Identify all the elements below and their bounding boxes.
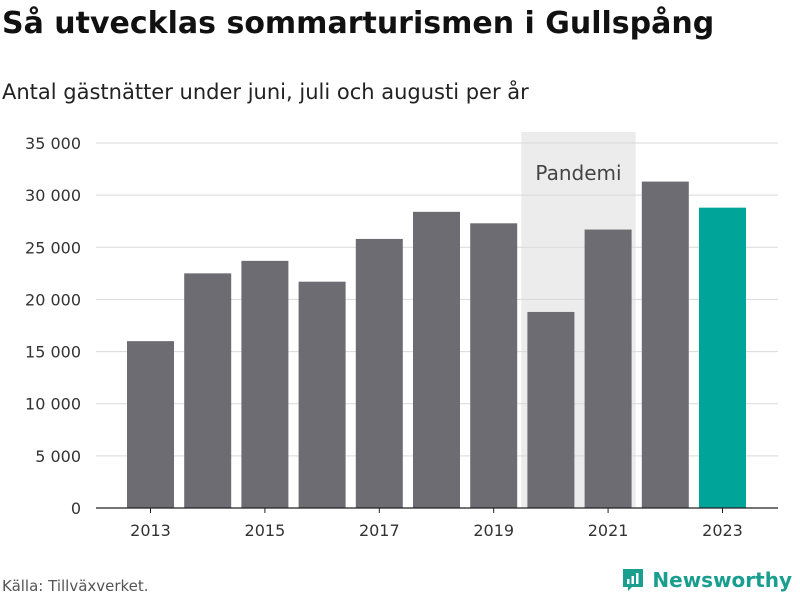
y-tick-label: 35 000 [25, 134, 81, 153]
bar-2022 [641, 181, 689, 509]
bar-2020 [527, 311, 575, 508]
bar-2014 [184, 273, 232, 508]
x-tick-label: 2017 [359, 521, 400, 540]
bar-2019 [470, 223, 518, 509]
x-tick-label: 2019 [473, 521, 514, 540]
bar-2023 [699, 207, 746, 508]
x-tick-label: 2023 [702, 521, 743, 540]
y-tick-label: 10 000 [25, 395, 81, 414]
bar-2021 [584, 229, 632, 509]
pandemic-label: Pandemi [535, 161, 621, 185]
source-note: Källa: Tillväxverket. [2, 577, 149, 595]
y-tick-label: 5 000 [35, 447, 81, 466]
bar-2013 [127, 341, 174, 508]
y-tick-label: 20 000 [25, 290, 81, 309]
bar-2016 [298, 281, 346, 508]
y-tick-label: 30 000 [25, 186, 81, 205]
x-tick-label: 2021 [588, 521, 629, 540]
y-tick-label: 25 000 [25, 238, 81, 257]
brand: Newsworthy [622, 568, 792, 592]
x-tick-label: 2015 [245, 521, 286, 540]
chart-subtitle: Antal gästnätter under juni, juli och au… [2, 80, 529, 104]
bar-2017 [355, 238, 403, 508]
bar-2015 [241, 260, 289, 508]
brand-name: Newsworthy [652, 568, 792, 592]
bar-2018 [413, 211, 460, 509]
chart-title: Så utvecklas sommarturismen i Gullspång [2, 6, 715, 41]
y-tick-label: 0 [71, 499, 81, 518]
x-tick-label: 2013 [130, 521, 171, 540]
y-tick-label: 15 000 [25, 343, 81, 362]
newsworthy-logo-icon [623, 569, 644, 591]
